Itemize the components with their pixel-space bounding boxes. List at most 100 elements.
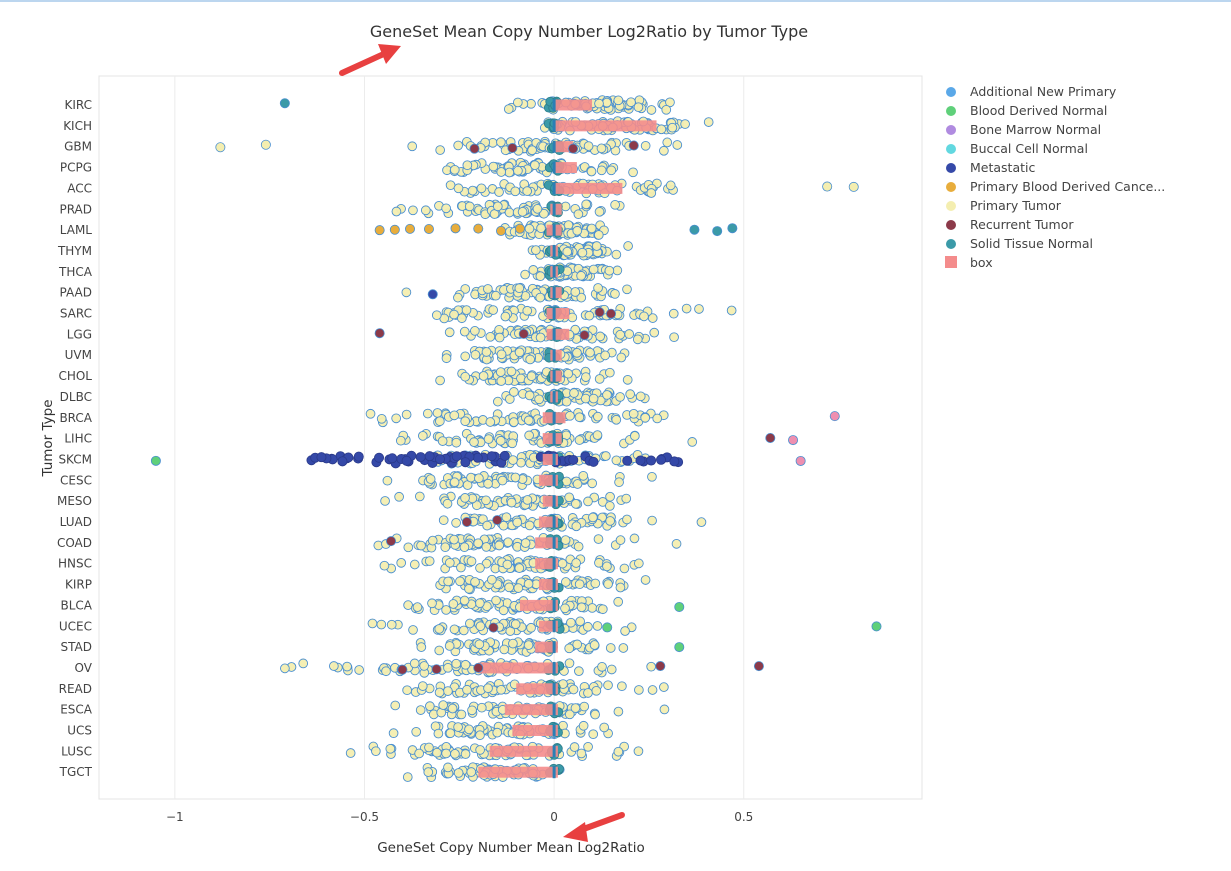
- legend-item[interactable]: Bone Marrow Normal: [942, 120, 1165, 139]
- primary-tumor-point: [475, 730, 485, 741]
- primary-tumor-point: [492, 396, 503, 407]
- primary-tumor-point: [459, 542, 470, 553]
- primary-tumor-point: [466, 767, 477, 777]
- primary-tumor-point: [444, 641, 455, 651]
- legend-item[interactable]: Recurrent Tumor: [942, 215, 1165, 234]
- y-tick-label: LGG: [67, 327, 92, 341]
- box-mark: [535, 641, 558, 653]
- primary-tumor-point: [443, 576, 453, 587]
- primary-tumor-point: [539, 208, 549, 219]
- primary-tumor-point: [595, 331, 606, 342]
- primary-tumor-point: [621, 493, 632, 504]
- legend-item[interactable]: Metastatic: [942, 158, 1165, 177]
- primary-tumor-point: [574, 579, 585, 590]
- primary-tumor-point: [414, 748, 424, 759]
- y-tick-label: THCA: [58, 265, 93, 279]
- metastatic-point: [646, 455, 657, 466]
- primary-tumor-point: [345, 748, 356, 758]
- primary-tumor-point: [640, 412, 651, 423]
- primary-tumor-point: [605, 491, 615, 502]
- primary-tumor-point: [522, 186, 533, 196]
- x-tick-label: −0.5: [350, 810, 379, 824]
- primary-tumor-point: [467, 185, 478, 196]
- special-point: [260, 139, 271, 150]
- primary-tumor-point: [495, 367, 506, 377]
- metastatic-point: [460, 457, 471, 468]
- primary-tumor-point: [474, 598, 485, 608]
- y-tick-label: STAD: [61, 640, 92, 654]
- primary-tumor-point: [367, 618, 378, 629]
- primary-tumor-point: [504, 582, 515, 593]
- primary-tumor-point: [583, 621, 593, 632]
- primary-tumor-point: [427, 535, 438, 546]
- legend-item[interactable]: Blood Derived Normal: [942, 101, 1165, 120]
- primary-tumor-point: [615, 535, 626, 545]
- primary-tumor-point: [501, 512, 512, 523]
- box-mark: [542, 495, 558, 507]
- y-tick-label: BRCA: [59, 411, 92, 425]
- title-arrow: [339, 44, 401, 76]
- legend-item[interactable]: Solid Tissue Normal: [942, 234, 1165, 253]
- special-point: [579, 330, 590, 341]
- primary-tumor-point: [522, 495, 533, 505]
- primary-tumor-point: [633, 746, 644, 757]
- primary-tumor-point: [613, 746, 624, 757]
- primary-tumor-point: [610, 289, 620, 299]
- legend-item[interactable]: Primary Blood Derived Cance...: [942, 177, 1165, 196]
- y-tick-label: SKCM: [58, 452, 92, 466]
- primary-tumor-point: [662, 137, 673, 148]
- primary-tumor-point: [579, 701, 590, 712]
- metastatic-point: [337, 456, 348, 467]
- primary-tumor-point: [510, 186, 521, 197]
- primary-tumor-point: [483, 284, 493, 294]
- primary-tumor-point: [604, 501, 615, 511]
- primary-tumor-point: [592, 621, 603, 631]
- primary-tumor-point: [564, 709, 575, 720]
- box-mark: [512, 725, 558, 736]
- primary-tumor-point: [523, 415, 534, 426]
- primary-tumor-point: [402, 772, 413, 782]
- primary-tumor-point: [583, 742, 593, 752]
- primary-tumor-point: [401, 287, 412, 298]
- primary-tumor-point: [483, 478, 493, 489]
- primary-tumor-point: [557, 558, 568, 569]
- primary-tumor-point: [632, 334, 643, 345]
- primary-tumor-point: [443, 762, 453, 773]
- metastatic-point: [374, 452, 385, 463]
- box-mark: [478, 766, 558, 778]
- primary-tumor-point: [603, 680, 613, 691]
- legend-swatch: [946, 201, 956, 211]
- primary-tumor-point: [526, 371, 537, 382]
- special-point: [712, 226, 723, 237]
- primary-tumor-point: [592, 430, 603, 440]
- special-point: [150, 455, 161, 466]
- primary-tumor-point: [407, 141, 418, 152]
- legend-item[interactable]: Additional New Primary: [942, 82, 1165, 101]
- primary-tumor-point: [573, 541, 584, 552]
- legend-item[interactable]: Primary Tumor: [942, 196, 1165, 215]
- primary-tumor-point: [496, 349, 507, 360]
- primary-tumor-point: [448, 599, 459, 609]
- x-tick-label: 0: [550, 810, 558, 824]
- primary-tumor-point: [535, 271, 546, 282]
- legend-item[interactable]: Buccal Cell Normal: [942, 139, 1165, 158]
- primary-tumor-point: [432, 408, 443, 418]
- primary-tumor-point: [570, 499, 581, 509]
- primary-tumor-point: [514, 563, 525, 573]
- box-mark: [478, 662, 558, 674]
- primary-tumor-point: [456, 313, 467, 324]
- primary-tumor-point: [425, 474, 436, 484]
- primary-tumor-point: [491, 595, 501, 606]
- primary-tumor-point: [513, 165, 523, 176]
- primary-tumor-point: [597, 497, 608, 507]
- legend-label: Metastatic: [970, 160, 1036, 175]
- primary-tumor-point: [459, 595, 470, 606]
- primary-tumor-point: [578, 720, 589, 731]
- legend-item[interactable]: box: [942, 253, 1165, 272]
- top-border: [0, 0, 1231, 2]
- primary-tumor-point: [435, 145, 446, 155]
- primary-tumor-point: [380, 496, 390, 506]
- legend-label: Solid Tissue Normal: [970, 236, 1093, 251]
- metastatic-point: [499, 450, 510, 461]
